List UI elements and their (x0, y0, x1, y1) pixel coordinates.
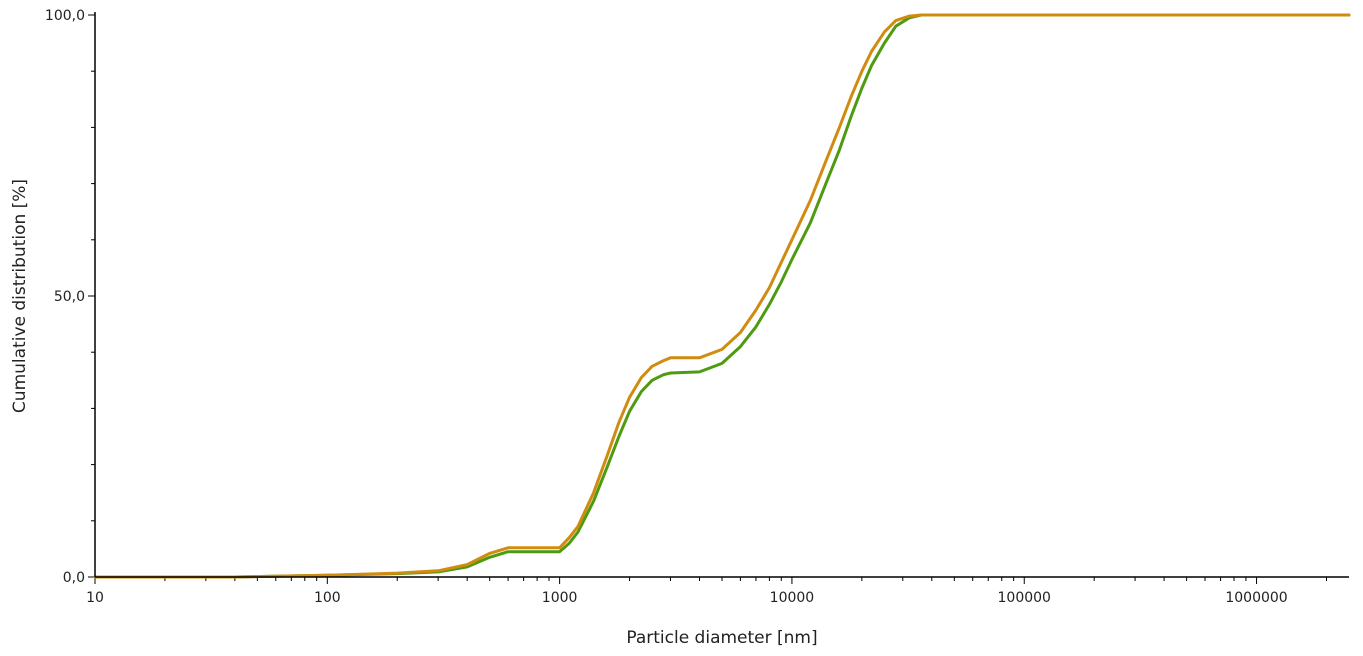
x-tick-label: 100 (314, 590, 341, 606)
y-axis-ticks: 0,0 50,0 100,0 (45, 8, 95, 586)
y-tick-label: 50,0 (54, 289, 85, 305)
y-axis-title: Cumulative distribution [%] (10, 179, 30, 413)
series-line-1 (93, 13, 1351, 579)
x-tick-label: 10 (86, 590, 104, 606)
x-tick-label: 1000000 (1225, 590, 1287, 606)
x-axis-title: Particle diameter [nm] (626, 628, 817, 648)
y-tick-label: 0,0 (63, 570, 85, 586)
series-layer (93, 13, 1351, 579)
x-axis-ticks: 10 100 1000 10000 100000 1000000 (86, 577, 1327, 606)
y-tick-label: 100,0 (45, 8, 85, 24)
series-line-2 (93, 13, 1351, 579)
x-tick-label: 10000 (770, 590, 815, 606)
x-tick-label: 100000 (998, 590, 1051, 606)
x-tick-label: 1000 (542, 590, 578, 606)
